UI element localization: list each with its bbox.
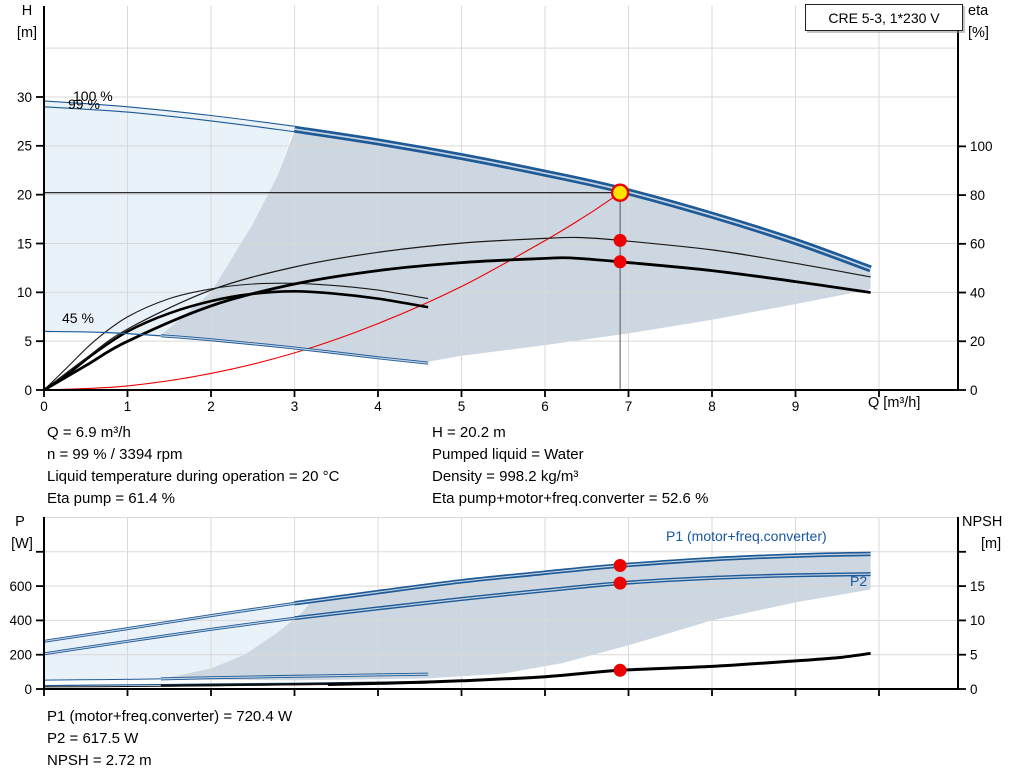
p1-min-curve-thin (43, 678, 161, 681)
eta-total-point (613, 255, 627, 269)
tick-label: 30 (17, 90, 32, 105)
pump-model-box: CRE 5-3, 1*230 V (805, 4, 963, 31)
tick-label: 0 (40, 399, 48, 414)
tick-label: 600 (9, 579, 32, 594)
tick-label: 6 (541, 399, 549, 414)
info-q: Q = 6.9 m³/h (47, 424, 131, 441)
min-speed-curve-seam (160, 335, 429, 364)
eta-axis-title: eta (968, 3, 989, 19)
tick-label: 5 (24, 334, 32, 349)
tick-label: 80 (970, 188, 985, 203)
result-npsh: NPSH = 2.72 m (47, 752, 152, 769)
result-p1: P1 (motor+freq.converter) = 720.4 W (47, 708, 293, 725)
tick-label: 20 (17, 187, 32, 202)
info-eta-pump: Eta pump = 61.4 % (47, 490, 175, 507)
result-p2: P2 = 617.5 W (47, 730, 139, 747)
operating-info-left: Q = 6.9 m³/h n = 99 % / 3394 rpm Liquid … (47, 422, 339, 510)
h-axis-title: H (21, 3, 33, 19)
tick-label: 15 (970, 579, 985, 594)
power-npsh-chart: 0 200 400 600 0 5 10 15 (9, 517, 985, 697)
info-liquid-temperature: Liquid temperature during operation = 20… (47, 468, 340, 485)
hq-chart: 0 5 10 15 20 25 30 0 20 40 60 80 100 0 1 2 3 4 5 6 7 8 9 (17, 6, 993, 414)
q-axis-title: Q [m³/h] (868, 395, 921, 411)
tick-label: 10 (17, 285, 32, 300)
max-speed-100-thin (43, 100, 295, 127)
tick-label: 25 (17, 139, 32, 154)
npsh-point (613, 663, 627, 677)
eta-pump-point (613, 233, 627, 247)
tick-label: 2 (207, 399, 215, 414)
info-pumped-liquid: Pumped liquid = Water (432, 446, 584, 463)
info-h: H = 20.2 m (432, 424, 506, 441)
eta-total-min-curve (43, 289, 429, 392)
h-axis-unit: [m] (16, 25, 38, 41)
info-density: Density = 998.2 kg/m³ (432, 468, 579, 485)
tick-label: 0 (970, 682, 978, 697)
speed-label-45: 45 % (62, 310, 94, 326)
tick-label: 10 (970, 613, 985, 628)
tick-label: 0 (970, 383, 978, 398)
tick-label: 100 (970, 139, 993, 154)
max-speed-99-thin (43, 106, 295, 133)
p-axis-unit: [W] (11, 536, 33, 552)
power-envelope (160, 553, 871, 681)
tick-label: 60 (970, 237, 985, 252)
eta-pump-min-curve (43, 282, 429, 391)
eta-total-curve (43, 256, 871, 392)
tick-label: 7 (625, 399, 633, 414)
info-speed: n = 99 % / 3394 rpm (47, 446, 183, 463)
tick-label: 5 (970, 648, 978, 663)
npsh-axis-title: NPSH (962, 514, 1003, 530)
tick-label: 400 (9, 613, 32, 628)
p1-point (613, 559, 627, 572)
tick-label: 0 (24, 682, 32, 697)
result-block: P1 (motor+freq.converter) = 720.4 W P2 =… (47, 706, 292, 772)
p2-curve-label: P2 (850, 573, 868, 589)
tick-label: 3 (291, 399, 299, 414)
eta-pump-curve (43, 236, 871, 391)
system-curve (43, 192, 621, 391)
p1-curve-label: P1 (motor+freq.converter) (666, 528, 827, 544)
speed-label-99: 99 % (68, 96, 100, 112)
tick-label: 20 (970, 334, 985, 349)
eta-axis-unit: [%] (968, 25, 989, 41)
tick-label: 1 (124, 399, 132, 414)
p1-curve-low-seam (43, 602, 295, 642)
tick-label: 0 (24, 383, 32, 398)
p-axis-title: P (15, 514, 25, 530)
operating-envelope (160, 131, 871, 362)
operating-info-right: H = 20.2 m Pumped liquid = Water Density… (432, 422, 708, 510)
p1-curve-seam (294, 553, 871, 604)
p2-curve-seam (294, 573, 871, 619)
min-speed-curve-thin (43, 330, 161, 337)
tick-label: 4 (374, 399, 382, 414)
p1-min-curve-seam (160, 673, 429, 680)
speed-range-light (44, 100, 295, 336)
p2-point (613, 576, 627, 590)
info-eta-total: Eta pump+motor+freq.converter = 52.6 % (432, 490, 709, 507)
max-speed-curve-seam (294, 128, 871, 270)
tick-label: 8 (708, 399, 716, 414)
speed-label-100: 100 % (73, 88, 113, 104)
tick-label: 40 (970, 285, 985, 300)
p2-curve-low-seam (43, 617, 295, 655)
duty-point (610, 183, 630, 202)
tick-label: 200 (9, 648, 32, 663)
pump-model-label: CRE 5-3, 1*230 V (828, 9, 940, 26)
npsh-axis-unit: [m] (981, 536, 1002, 552)
tick-label: 15 (17, 236, 32, 251)
tick-label: 9 (792, 399, 800, 414)
tick-label: 5 (458, 399, 466, 414)
